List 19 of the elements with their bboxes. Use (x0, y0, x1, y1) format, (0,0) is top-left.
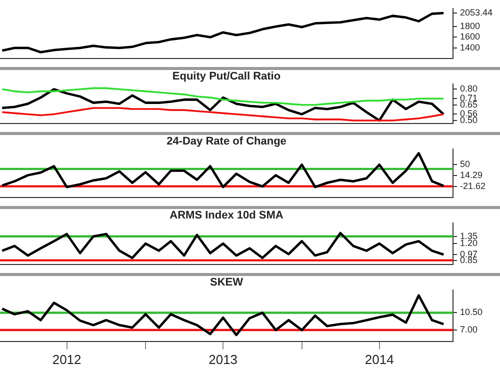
y-tick-label: 1.20 (460, 238, 478, 248)
y-tick-label: 2053.44 (460, 8, 493, 18)
y-tick-label: 1800 (460, 21, 480, 32)
y-tick-label: 10.50 (460, 307, 483, 318)
x-tick-label: 2014 (364, 352, 394, 367)
chart-title: Equity Put/Call Ratio (172, 70, 281, 83)
y-tick-label: 1400 (460, 42, 480, 52)
y-tick-label: -21.62 (460, 180, 486, 191)
y-tick-label: 7.00 (460, 324, 478, 335)
x-tick-label: 2013 (208, 352, 238, 367)
chart-title: SKEW (210, 276, 244, 289)
y-tick-label: 50 (460, 159, 470, 170)
y-tick-label: 1.35 (460, 230, 478, 241)
x-tick-label: 2012 (52, 352, 82, 367)
y-tick-label: 1600 (460, 32, 480, 42)
chart-title: 24-Day Rate of Change (166, 136, 286, 148)
chart-title: ARMS Index 10d SMA (170, 210, 284, 222)
y-tick-label: 14.29 (460, 170, 483, 180)
y-tick-label: 0.80 (460, 84, 478, 94)
